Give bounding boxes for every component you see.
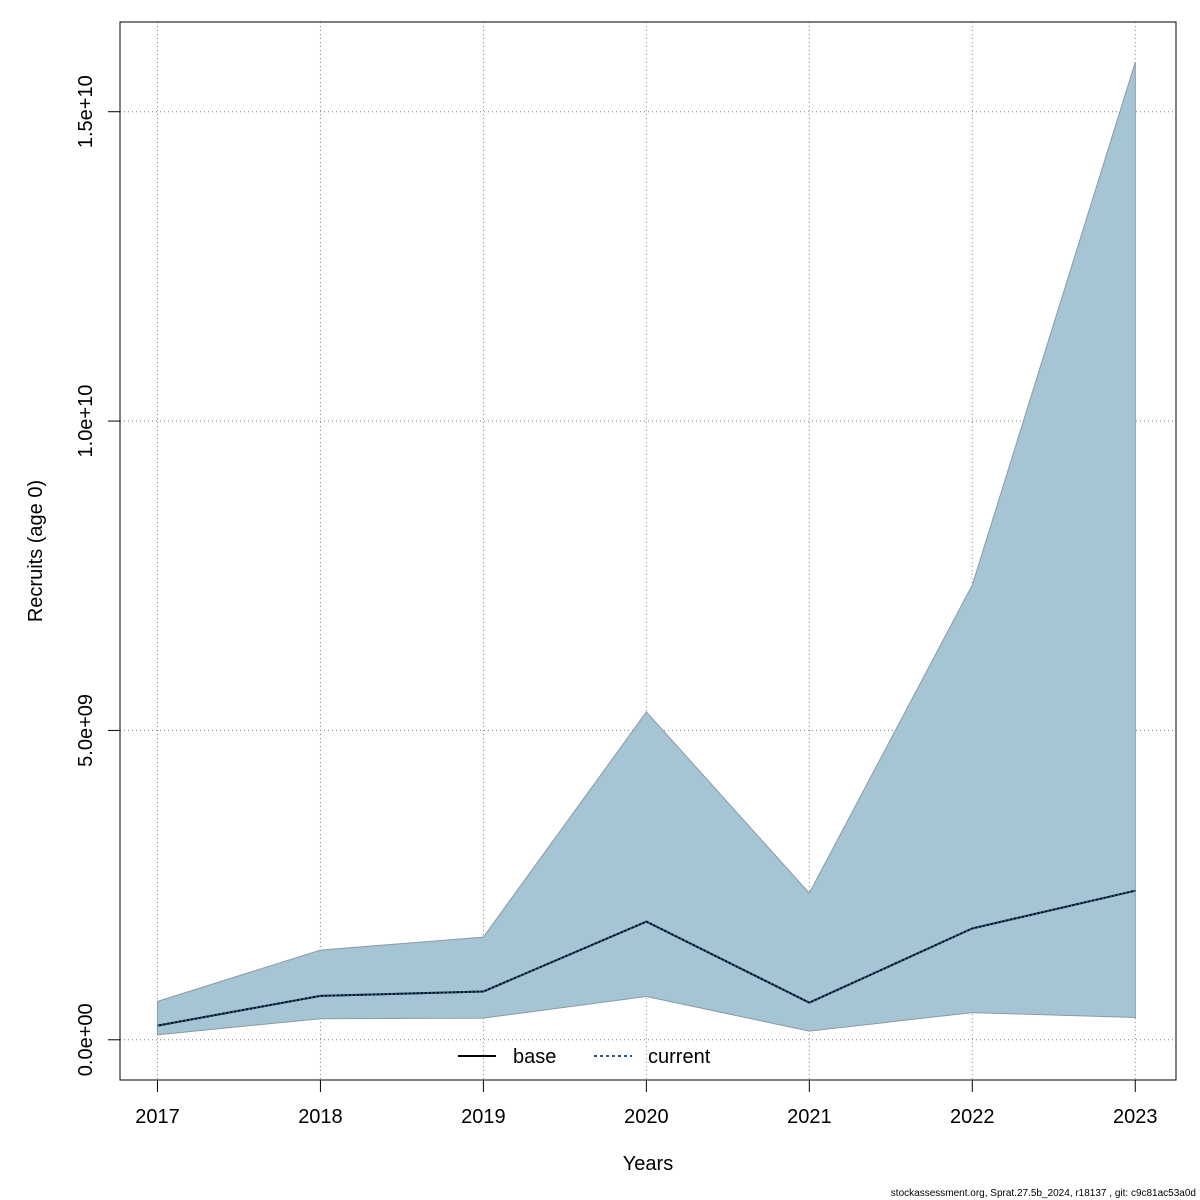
x-tick-label-2: 2019 <box>461 1106 506 1128</box>
footer-credit: stockassessment.org, Sprat.27.5b_2024, r… <box>891 1188 1196 1199</box>
legend-current-label: current <box>648 1046 711 1068</box>
y-tick-label-3: 1.5e+10 <box>75 75 97 148</box>
axes: 2017 2018 2019 2020 2021 2022 2023 0.0e+00 5.0e+… <box>75 75 1158 1128</box>
y-tick-label-0: 0.0e+00 <box>75 1003 97 1076</box>
legend-base-label: base <box>513 1046 556 1068</box>
x-axis-title: Years <box>623 1153 673 1175</box>
series-line-current <box>157 889 1136 1027</box>
x-tick-label-0: 2017 <box>135 1106 180 1128</box>
confidence-band <box>157 62 1136 1036</box>
x-tick-label-5: 2022 <box>950 1106 995 1128</box>
x-tick-label-3: 2020 <box>624 1106 669 1128</box>
x-tick-label-1: 2018 <box>298 1106 343 1128</box>
x-tick-label-6: 2023 <box>1113 1106 1158 1128</box>
y-axis-title: Recruits (age 0) <box>25 480 47 622</box>
y-tick-label-2: 1.0e+10 <box>75 385 97 458</box>
series-lines <box>157 889 1136 1027</box>
x-tick-label-4: 2021 <box>787 1106 832 1128</box>
legend: base current <box>458 1046 711 1068</box>
y-tick-label-1: 5.0e+09 <box>75 694 97 767</box>
